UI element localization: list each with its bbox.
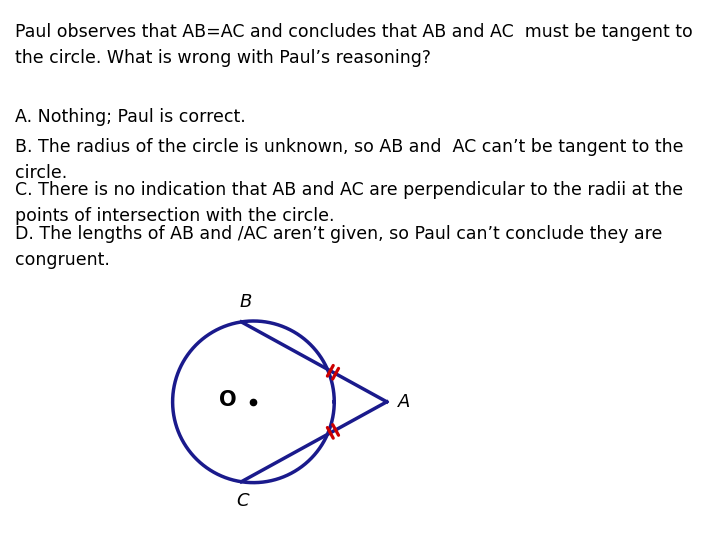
Text: B. The radius of the circle is unknown, so AB and  AC can’t be tangent to the
ci: B. The radius of the circle is unknown, … xyxy=(15,138,684,182)
Text: $A$: $A$ xyxy=(397,393,412,411)
Text: D. The lengths of AB and /AC aren’t given, so Paul can’t conclude they are
congr: D. The lengths of AB and /AC aren’t give… xyxy=(15,225,662,269)
Text: A. Nothing; Paul is correct.: A. Nothing; Paul is correct. xyxy=(15,108,246,126)
Text: Paul observes that AB=AC and concludes that AB and AC  must be tangent to
the ci: Paul observes that AB=AC and concludes t… xyxy=(15,23,693,67)
Text: $C$: $C$ xyxy=(236,493,250,510)
Text: $B$: $B$ xyxy=(239,293,252,311)
Text: C. There is no indication that AB and AC are perpendicular to the radii at the
p: C. There is no indication that AB and AC… xyxy=(15,181,683,225)
Text: O: O xyxy=(219,390,236,410)
